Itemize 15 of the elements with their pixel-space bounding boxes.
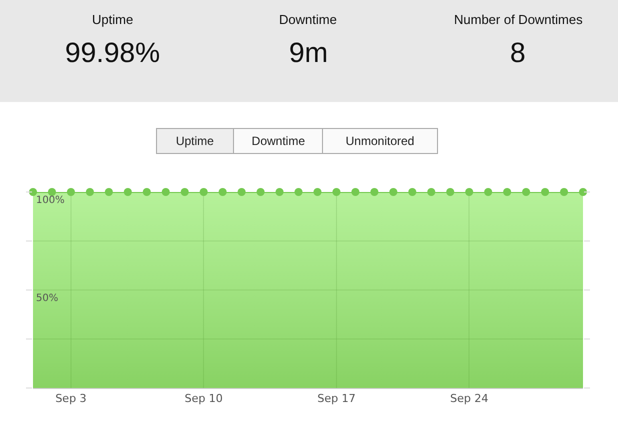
x-tick-label: Sep 3 bbox=[55, 392, 87, 406]
x-tick-label: Sep 10 bbox=[184, 392, 223, 406]
text: Unmonitored bbox=[346, 134, 414, 148]
x-tick-label: Sep 24 bbox=[450, 392, 488, 406]
text: Downtime bbox=[252, 134, 306, 148]
text: 8 bbox=[510, 37, 526, 68]
text: Uptime bbox=[176, 134, 214, 148]
text: Number of Downtimes bbox=[454, 12, 584, 27]
text: Downtime bbox=[279, 12, 337, 27]
y-tick-label: 50% bbox=[36, 293, 58, 304]
text: 99.98% bbox=[65, 37, 160, 68]
y-tick-label: 100% bbox=[36, 195, 65, 206]
text: 9m bbox=[289, 37, 328, 68]
text: Uptime bbox=[92, 12, 134, 27]
x-tick-label: Sep 17 bbox=[317, 392, 356, 406]
